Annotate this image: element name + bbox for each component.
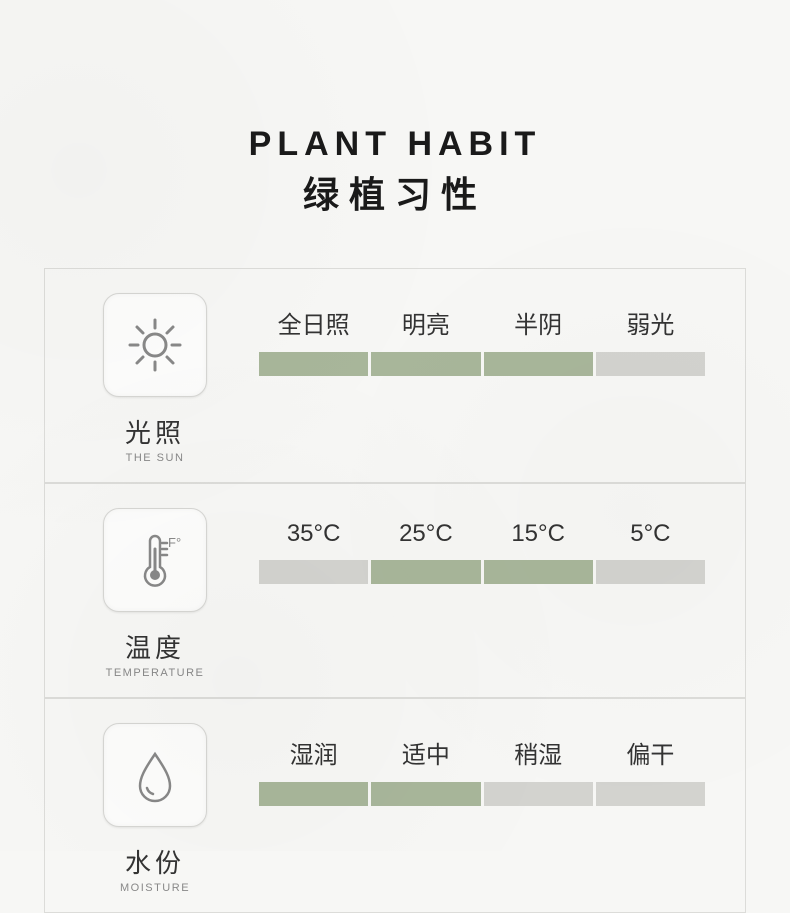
row-temperature-left: F° 温度 TEMPERATURE <box>85 508 225 679</box>
segment-label: 全日照 <box>278 305 350 340</box>
title-cn: 绿植习性 <box>0 166 790 218</box>
row-sun-left: 光照 THE SUN <box>85 293 225 464</box>
header: PLANT HABIT 绿植习性 <box>0 0 790 218</box>
segment-fill <box>596 352 705 376</box>
segment-label: 偏干 <box>626 735 674 770</box>
segment-fill <box>484 352 593 376</box>
row-moisture-segments: 湿润 适中 稍湿 偏干 <box>225 723 745 806</box>
segment-label: 弱光 <box>626 305 674 340</box>
row-moisture-label-cn: 水份 <box>125 843 185 880</box>
segment-fill <box>259 782 368 806</box>
segment-label: 35°C <box>287 520 341 548</box>
segment-bar: 全日照 明亮 半阴 弱光 <box>259 305 705 376</box>
segment-label: 明亮 <box>402 305 450 340</box>
segment: 15°C <box>484 520 593 584</box>
segment: 35°C <box>259 520 368 584</box>
segment-bar: 湿润 适中 稍湿 偏干 <box>259 735 705 806</box>
segment-fill <box>371 560 480 584</box>
segment-fill <box>484 782 593 806</box>
segment-fill <box>371 352 480 376</box>
sun-icon <box>103 293 207 397</box>
segment: 明亮 <box>371 305 480 376</box>
segment: 湿润 <box>259 735 368 806</box>
segment-label: 稍湿 <box>514 735 562 770</box>
thermometer-icon: F° <box>103 508 207 612</box>
row-temperature-label-cn: 温度 <box>125 628 185 665</box>
svg-text:F°: F° <box>168 535 181 550</box>
segment-label: 半阴 <box>514 305 562 340</box>
row-sun-segments: 全日照 明亮 半阴 弱光 <box>225 293 745 376</box>
segment-fill <box>259 560 368 584</box>
segment-bar: 35°C 25°C 15°C 5°C <box>259 520 705 584</box>
segment-label: 5°C <box>630 520 670 548</box>
segment-fill <box>259 352 368 376</box>
segment: 5°C <box>596 520 705 584</box>
habit-table: 光照 THE SUN 全日照 明亮 半阴 弱光 F° 温度 TEMPERATURE 35°C 2… <box>44 268 746 913</box>
water-drop-icon <box>103 723 207 827</box>
segment: 全日照 <box>259 305 368 376</box>
segment: 25°C <box>371 520 480 584</box>
segment-label: 湿润 <box>290 735 338 770</box>
segment-label: 适中 <box>402 735 450 770</box>
segment-fill <box>484 560 593 584</box>
segment-fill <box>371 782 480 806</box>
row-temperature-segments: 35°C 25°C 15°C 5°C <box>225 508 745 584</box>
row-sun: 光照 THE SUN 全日照 明亮 半阴 弱光 <box>45 268 745 483</box>
row-sun-label-en: THE SUN <box>126 452 185 464</box>
row-temperature-label-en: TEMPERATURE <box>106 667 205 679</box>
row-moisture-label-en: MOISTURE <box>120 882 190 894</box>
segment-label: 25°C <box>399 520 453 548</box>
row-temperature: F° 温度 TEMPERATURE 35°C 25°C 15°C 5°C <box>45 483 745 698</box>
row-moisture-left: 水份 MOISTURE <box>85 723 225 894</box>
segment: 适中 <box>371 735 480 806</box>
row-moisture: 水份 MOISTURE 湿润 适中 稍湿 偏干 <box>45 698 745 913</box>
title-en: PLANT HABIT <box>0 125 790 164</box>
segment: 弱光 <box>596 305 705 376</box>
row-sun-label-cn: 光照 <box>125 413 185 450</box>
segment: 偏干 <box>596 735 705 806</box>
segment-fill <box>596 782 705 806</box>
segment-label: 15°C <box>511 520 565 548</box>
segment-fill <box>596 560 705 584</box>
segment: 半阴 <box>484 305 593 376</box>
segment: 稍湿 <box>484 735 593 806</box>
